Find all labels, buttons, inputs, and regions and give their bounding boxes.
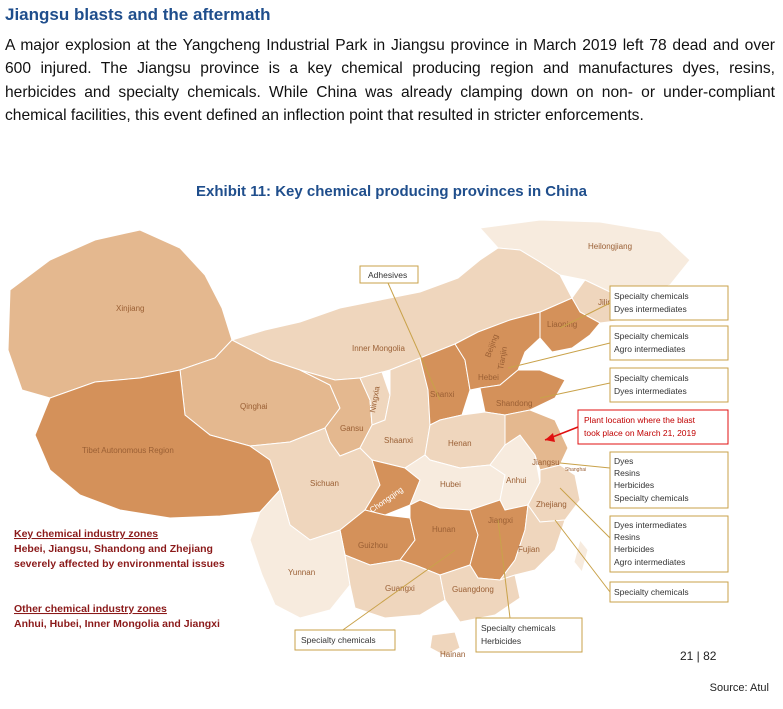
legend-other-title: Other chemical industry zones <box>14 603 167 615</box>
label-jilin: Jilin <box>598 298 612 307</box>
callout-text-hebei-2: Agro intermediates <box>614 344 685 354</box>
label-guangxi: Guangxi <box>385 584 415 593</box>
callout-text-adhesives: Adhesives <box>368 270 407 280</box>
intro-paragraph: A major explosion at the Yangcheng Indus… <box>5 37 775 125</box>
callout-box-hebei <box>609 325 729 361</box>
china-map: Heilongjiang Jilin Liaoning Xinjiang Inn… <box>0 219 730 672</box>
label-zhejiang: Zhejiang <box>536 500 567 509</box>
callout-text-jiangsu-1: Dyes <box>614 456 633 466</box>
callout-box-adhesives <box>359 265 419 284</box>
callout-text-guangdong-1: Specialty chemicals <box>481 623 556 633</box>
blast-marker-icon <box>545 433 555 442</box>
province-taiwan <box>573 538 589 574</box>
label-gansu: Gansu <box>340 424 364 433</box>
legend-key-line2: severely affected by environmental issue… <box>14 558 225 570</box>
callout-text-shandong-1: Specialty chemicals <box>614 373 689 383</box>
label-hubei: Hubei <box>440 480 461 489</box>
callout-text-jiangsu-3: Herbicides <box>614 480 654 490</box>
callout-text-jiangsu-4: Specialty chemicals <box>614 493 689 503</box>
legend-key-title: Key chemical industry zones <box>14 528 158 540</box>
callout-box-zhejiang <box>609 515 729 573</box>
callout-line-guangdong <box>497 519 511 619</box>
label-liaoning: Liaoning <box>547 320 577 329</box>
province-fujian <box>498 503 566 581</box>
callout-box-liaoning <box>609 285 729 321</box>
callout-text-liaoning-2: Dyes intermediates <box>614 304 687 314</box>
label-inner-mongolia: Inner Mongolia <box>352 344 405 353</box>
callout-text-zhejiang-3: Herbicides <box>614 544 654 554</box>
label-hunan: Hunan <box>432 525 456 534</box>
label-shanxi: Shanxi <box>430 390 455 399</box>
callout-line-adhesives <box>387 282 441 401</box>
callout-text-blast-1: Plant location where the blast <box>584 415 696 425</box>
callout-box-jiangsu <box>609 451 729 509</box>
callout-text-guangdong-2: Herbicides <box>481 636 521 646</box>
callout-text-guangxi: Specialty chemicals <box>301 635 376 645</box>
callout-line-liaoning <box>559 302 611 329</box>
page-number: 21 | 82 <box>680 649 717 663</box>
label-shanghai: Shanghai <box>565 467 586 473</box>
callout-line-shandong <box>539 382 611 399</box>
callout-line-guangxi <box>339 549 456 633</box>
label-tianjin: Tianjin <box>496 346 509 370</box>
callout-box-shandong <box>609 367 729 403</box>
label-qinghai: Qinghai <box>240 402 268 411</box>
legend-other-line: Anhui, Hubei, Inner Mongolia and Jiangxi <box>14 618 220 630</box>
callout-text-zhejiang-4: Agro intermediates <box>614 557 685 567</box>
callout-text-liaoning-1: Specialty chemicals <box>614 291 689 301</box>
callout-text-zhejiang-2: Resins <box>614 532 640 542</box>
province-hainan <box>429 631 461 657</box>
callout-box-fujian <box>609 581 729 603</box>
label-jiangsu: Jiangsu <box>532 458 560 467</box>
label-fujian: Fujian <box>518 545 540 554</box>
source-note: Source: Atul <box>709 682 769 694</box>
label-yunnan: Yunnan <box>288 568 315 577</box>
label-guizhou: Guizhou <box>358 541 388 550</box>
callout-text-hebei-1: Specialty chemicals <box>614 331 689 341</box>
label-sichuan: Sichuan <box>310 479 339 488</box>
label-shandong: Shandong <box>496 399 532 408</box>
label-hebei: Hebei <box>478 373 499 382</box>
callout-text-fujian: Specialty chemicals <box>614 587 689 597</box>
label-jiangxi: Jiangxi <box>488 516 513 525</box>
callout-box-blast <box>577 409 729 445</box>
callout-line-zhejiang <box>559 487 611 539</box>
callout-line-fujian <box>554 519 611 593</box>
label-shaanxi: Shaanxi <box>384 436 413 445</box>
label-xinjiang: Xinjiang <box>116 304 144 313</box>
label-hainan: Hainan <box>440 650 465 659</box>
label-anhui: Anhui <box>506 476 527 485</box>
callout-text-zhejiang-1: Dyes intermediates <box>614 520 687 530</box>
callout-box-guangdong <box>475 617 583 653</box>
section-heading: Jiangsu blasts and the aftermath <box>5 5 271 24</box>
callout-line-jiangsu <box>559 462 611 469</box>
province-hebei <box>454 311 541 391</box>
callout-box-guangxi <box>294 629 396 651</box>
callout-line-hebei <box>507 342 611 369</box>
province-liaoning <box>539 297 601 353</box>
province-guangdong <box>439 564 521 623</box>
callout-text-blast-2: took place on March 21, 2019 <box>584 428 696 438</box>
label-tibet: Tibet Autonomous Region <box>82 446 174 455</box>
label-guangdong: Guangdong <box>452 585 494 594</box>
label-henan: Henan <box>448 439 472 448</box>
exhibit-title: Exhibit 11: Key chemical producing provi… <box>196 183 587 200</box>
label-heilongjiang: Heilongjiang <box>588 242 632 251</box>
callout-text-jiangsu-2: Resins <box>614 468 640 478</box>
china-map-svg: Heilongjiang Jilin Liaoning Xinjiang Inn… <box>0 219 730 672</box>
callout-text-shandong-2: Dyes intermediates <box>614 386 687 396</box>
legend-key-line1: Hebei, Jiangsu, Shandong and Zhejiang <box>14 543 213 555</box>
